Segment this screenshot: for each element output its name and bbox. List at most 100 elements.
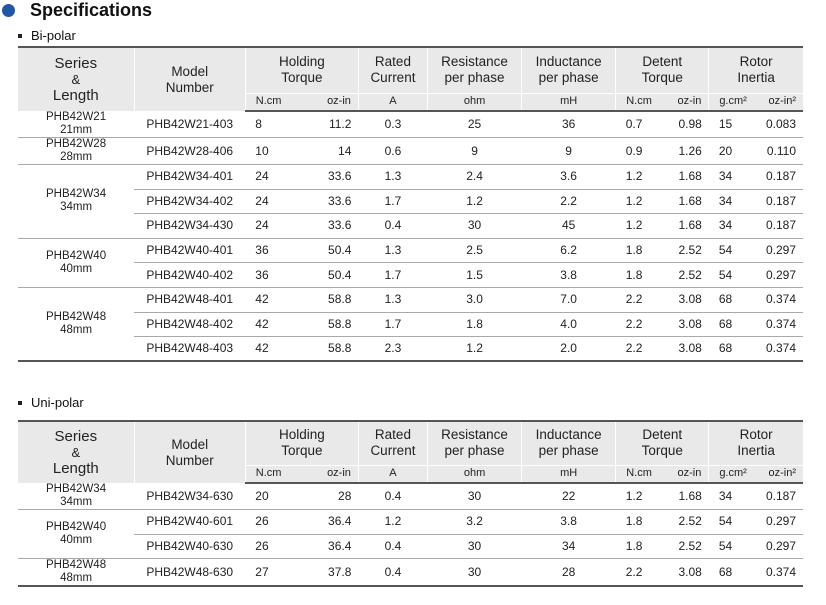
unit-header: oz-in xyxy=(668,92,709,112)
model-number-header: Model Number xyxy=(133,420,246,483)
value-cell: 1.7 xyxy=(358,311,428,337)
value-cell: 36.4 xyxy=(301,509,359,534)
series-length-header: Series & Length xyxy=(18,46,135,111)
value-cell: 26 xyxy=(245,533,302,559)
unit-header: A xyxy=(357,464,428,484)
model-number-cell: PHB42W34-401 xyxy=(134,164,246,190)
value-cell: 0.187 xyxy=(758,213,803,239)
table-row: PHB42W40-630 26 36.4 0.4 30 34 1.8 2.52 54 0.297 xyxy=(18,533,803,559)
table-row: PHB42W34 34mm PHB42W34-630 20 28 0.4 30 22 1.2 1.… xyxy=(18,483,803,510)
model-header-line1: Model xyxy=(171,63,209,79)
model-number-cell: PHB42W40-401 xyxy=(134,237,246,263)
rated-current-header: Rated Current xyxy=(357,46,428,93)
model-number-cell: PHB42W21-403 xyxy=(146,116,234,131)
inductance-header-line1: Inductance xyxy=(535,54,602,70)
series-header-label: Series xyxy=(54,54,98,72)
bullet-square-icon xyxy=(18,33,22,38)
resistance-header: Resistance per phase xyxy=(426,46,522,93)
holding-torque-header-line2: Torque xyxy=(281,70,323,86)
value-cell: 2.3 xyxy=(358,336,428,362)
unit-header: g.cm² xyxy=(708,464,759,484)
model-number-cell: PHB42W40-630 xyxy=(134,533,246,559)
series-length: 40mm xyxy=(60,534,93,546)
length-header-label: Length xyxy=(52,86,99,104)
table-row: PHB42W48-402 42 58.8 1.7 1.8 4.0 2.2 3.08 68 0.37… xyxy=(18,311,803,337)
value-cell: 54 xyxy=(708,262,759,288)
value-cell: 0.374 xyxy=(758,286,803,313)
value-cell: 27 xyxy=(245,558,302,586)
series-name: PHB42W34 xyxy=(46,188,107,201)
value-cell: 11.2 xyxy=(328,117,352,131)
series-length: 21mm xyxy=(60,124,93,136)
value-cell: 0.374 xyxy=(758,558,803,586)
detent-torque-header-line2: Torque xyxy=(641,443,683,459)
inductance-header-line1: Inductance xyxy=(535,427,602,443)
value-cell: 68 xyxy=(708,558,759,586)
unit-header: N.cm xyxy=(244,464,302,484)
value-cell: 30 xyxy=(427,558,522,586)
series-name: PHB42W48 xyxy=(46,311,107,324)
value-cell: 3.08 xyxy=(668,336,709,362)
model-number-cell: PHB42W40-601 xyxy=(134,509,246,534)
value-cell: 2.2 xyxy=(615,311,669,337)
value-cell: 34 xyxy=(708,188,759,214)
value-cell: 24 xyxy=(245,213,302,239)
value-cell: 36 xyxy=(245,262,302,288)
value-cell: 34 xyxy=(521,533,616,559)
value-cell: 4.0 xyxy=(521,311,616,337)
value-cell: 1.68 xyxy=(678,489,702,503)
page-title: Specifications xyxy=(30,0,153,20)
table-row: PHB42W48 48mm PHB42W48-401 42 58.8 1.3 3.0 7.0 2… xyxy=(18,286,803,362)
value-cell: 36 xyxy=(245,237,302,263)
value-cell: 33.6 xyxy=(301,164,359,190)
value-cell: 42 xyxy=(245,311,302,337)
value-cell: 0.6 xyxy=(358,137,428,165)
value-cell: 1.7 xyxy=(358,188,428,214)
value-cell: 9 xyxy=(521,137,616,165)
value-cell: 1.68 xyxy=(668,213,709,239)
model-header-line1: Model xyxy=(171,436,209,452)
series-length: 34mm xyxy=(60,201,93,214)
series-name: PHB42W40 xyxy=(46,521,107,533)
resistance-header-line1: Resistance xyxy=(441,54,508,70)
unit-header: mH xyxy=(521,92,616,112)
value-cell: 0.9 xyxy=(615,137,669,165)
value-cell: 1.2 xyxy=(358,509,428,534)
value-cell: 30 xyxy=(467,489,482,503)
value-cell: 68 xyxy=(708,286,759,313)
value-cell: 36.4 xyxy=(301,533,359,559)
value-cell: 7.0 xyxy=(521,286,616,313)
value-cell: 20 xyxy=(255,489,269,503)
value-cell: 30 xyxy=(427,213,522,239)
value-cell: 2.0 xyxy=(521,336,616,362)
value-cell: 34 xyxy=(708,164,759,190)
value-cell: 2.2 xyxy=(615,336,669,362)
model-number-cell: PHB42W40-402 xyxy=(134,262,246,288)
series-length: 48mm xyxy=(60,572,93,584)
value-cell: 3.08 xyxy=(668,286,709,313)
table-row: PHB42W40 40mm PHB42W40-601 26 36.4 1.2 3.2 3.8 1… xyxy=(18,509,803,559)
value-cell: 50.4 xyxy=(301,237,359,263)
value-cell: 25 xyxy=(467,117,482,131)
value-cell: 54 xyxy=(708,533,759,559)
value-cell: 0.4 xyxy=(384,489,402,503)
section-heading: Specifications xyxy=(2,0,152,20)
unit-header: oz-in² xyxy=(758,464,803,484)
value-cell: 0.297 xyxy=(758,533,803,559)
value-cell: 2.52 xyxy=(668,533,709,559)
series-name: PHB42W34 xyxy=(46,483,107,495)
series-name: PHB42W21 xyxy=(46,111,107,123)
rotor-inertia-header: Rotor Inertia xyxy=(708,420,803,465)
value-cell: 45 xyxy=(521,213,616,239)
value-cell: 28 xyxy=(521,558,616,586)
series-cell: PHB42W48 48mm xyxy=(18,286,135,362)
value-cell: 0.374 xyxy=(758,336,803,362)
value-cell: 68 xyxy=(708,311,759,337)
series-cell: PHB42W34 34mm xyxy=(18,483,134,510)
value-cell: 3.8 xyxy=(521,262,616,288)
value-cell: 14 xyxy=(301,137,359,165)
value-cell: 1.2 xyxy=(615,213,669,239)
rated-current-header-line2: Current xyxy=(370,70,416,86)
length-header-label: Length xyxy=(52,459,99,477)
inductance-header-line2: per phase xyxy=(538,70,599,86)
